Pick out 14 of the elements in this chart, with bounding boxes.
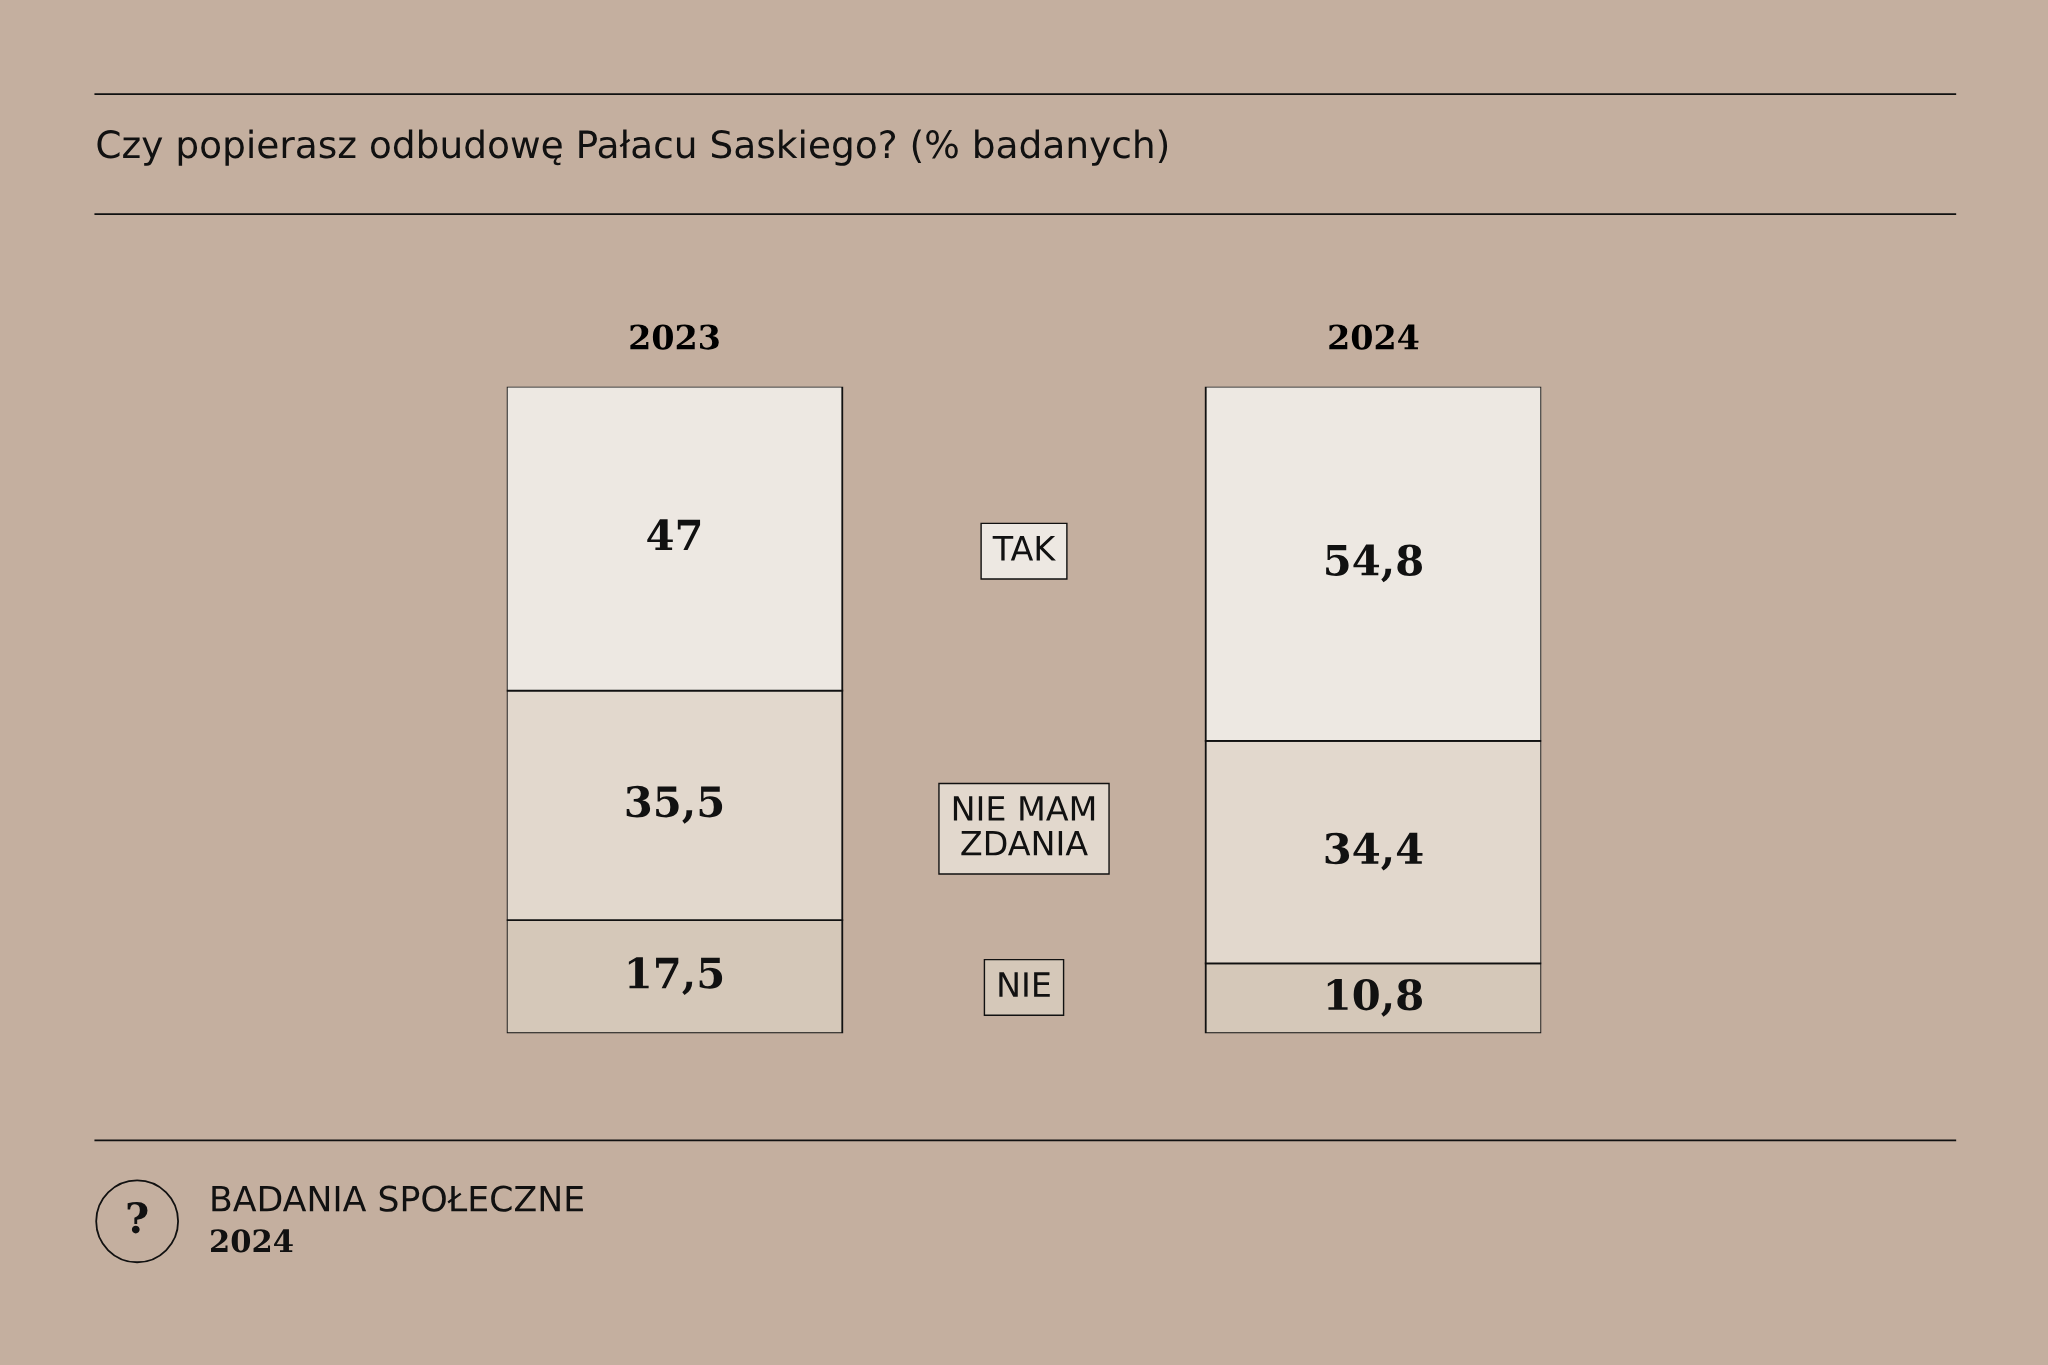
text: 2024	[211, 1229, 293, 1253]
text: NIE	[999, 972, 1050, 997]
data-label: 34,4	[1325, 832, 1423, 871]
data-label: 17,5	[628, 957, 723, 996]
text: ?	[127, 1201, 148, 1234]
text: TAK	[992, 536, 1056, 561]
data-label: 47	[647, 519, 701, 551]
chart-title: Czy popierasz odbudowę Pałacu Saskiego? (% badanych)	[97, 129, 1168, 166]
data-label: 10,8	[1327, 978, 1422, 1017]
data-label: 35,5	[626, 785, 723, 824]
x-tick-label: 2023	[630, 324, 719, 350]
text: BADANIA SPOŁECZNE	[212, 1185, 583, 1212]
text: NIE MAM ZDANIA	[953, 796, 1095, 856]
data-label: 54,8	[1326, 544, 1422, 583]
